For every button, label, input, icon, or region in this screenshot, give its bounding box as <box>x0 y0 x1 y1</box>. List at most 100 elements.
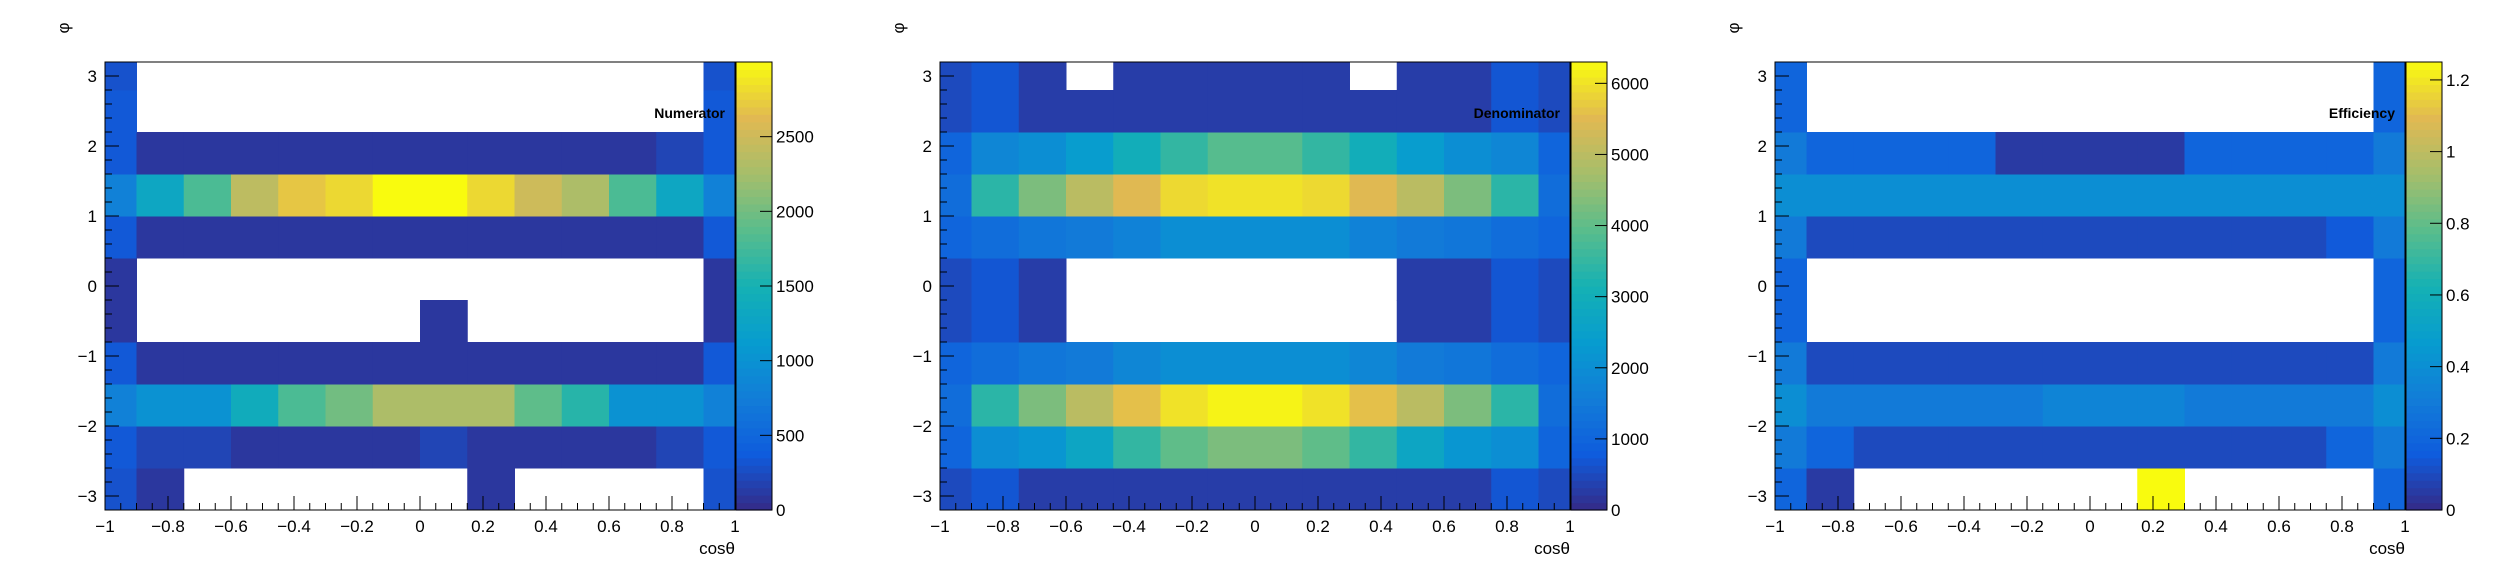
heatmap-cell <box>105 258 137 301</box>
color-bar-segment <box>736 480 772 489</box>
heatmap-cell <box>372 174 421 217</box>
x-tick-label: 0 <box>2085 517 2094 536</box>
heatmap-cell <box>971 426 1020 469</box>
heatmap-cell <box>1255 90 1303 133</box>
color-bar-segment <box>736 211 772 220</box>
y-tick-label: 0 <box>923 277 932 296</box>
color-bar-segment <box>2406 442 2442 451</box>
color-bar-segment <box>1571 495 1607 504</box>
heatmap-cell <box>136 132 185 175</box>
color-bar-tick-label: 4000 <box>1611 217 1649 236</box>
heatmap-cell <box>325 174 374 217</box>
heatmap-cell <box>2373 62 2406 91</box>
heatmap-cell <box>1066 426 1114 469</box>
heatmap-cell <box>2279 426 2327 469</box>
heatmap-cell <box>940 426 972 469</box>
color-bar-segment <box>1571 472 1607 481</box>
y-axis: −3 −2 −1 0 1 2 3 φ <box>1724 22 1789 511</box>
color-bar-segment <box>2406 457 2442 466</box>
color-bar-segment <box>736 181 772 190</box>
heatmap-cell <box>971 384 1020 427</box>
heatmap-cell <box>1113 62 1161 91</box>
heatmap-cell <box>183 426 232 469</box>
x-tick-label: 0.6 <box>597 517 621 536</box>
color-bar-segment <box>736 69 772 78</box>
heatmap-cell <box>1160 132 1209 175</box>
color-bar-segment <box>1571 271 1607 280</box>
heatmap-cell <box>1160 426 1209 469</box>
color-bar-segment <box>1571 360 1607 369</box>
heatmap-cell <box>1113 90 1161 133</box>
heatmap-cell <box>1113 468 1161 511</box>
color-bar-segment <box>1571 412 1607 421</box>
color-bar-segment <box>1571 241 1607 250</box>
heatmap-cell <box>656 426 704 469</box>
heatmap-cell <box>1853 216 1902 259</box>
heatmap-cell <box>1396 342 1445 385</box>
y-tick-label: 0 <box>88 277 97 296</box>
heatmap-cell <box>231 132 279 175</box>
heatmap-cell <box>561 384 610 427</box>
heatmap-cell <box>1901 384 1949 427</box>
heatmap-cell <box>1160 216 1209 259</box>
color-bar-segment <box>736 293 772 302</box>
heatmap-cell <box>2326 426 2374 469</box>
color-bar-segment <box>2406 495 2442 504</box>
heatmap-cell <box>703 174 736 217</box>
heatmap-cell <box>1396 62 1445 91</box>
heatmap-cell <box>1066 468 1114 511</box>
color-bar-segment <box>2406 233 2442 242</box>
heatmap-cell <box>1207 468 1256 511</box>
heatmap-cell <box>1995 216 2044 259</box>
heatmap-cell <box>278 216 326 259</box>
color-bar: 0 1000 2000 3000 4000 5000 6000 <box>1570 61 1649 520</box>
heatmap-cell <box>372 384 421 427</box>
heatmap-cell <box>971 132 1020 175</box>
heatmap-cell <box>105 300 137 343</box>
heatmap-cell <box>2373 342 2406 385</box>
color-bar-segment <box>736 286 772 295</box>
heatmap-cell <box>1066 132 1114 175</box>
heatmap-cell <box>183 384 232 427</box>
heatmap-cell <box>1995 132 2044 175</box>
color-bar-segment <box>736 129 772 138</box>
color-bar-segment <box>2406 69 2442 78</box>
color-bar-segment <box>1571 502 1607 511</box>
color-bar-tick-label: 500 <box>776 426 804 445</box>
color-bar-tick-label: 1000 <box>776 352 814 371</box>
color-bar-segment <box>736 487 772 496</box>
hist-title: Denominator <box>1474 105 1561 121</box>
heatmap-cell <box>2231 132 2280 175</box>
heatmap-cell <box>1491 62 1539 91</box>
x-tick-label: −0.2 <box>340 517 374 536</box>
color-bar-segment <box>736 159 772 168</box>
heatmap-cell <box>467 468 515 511</box>
heatmap-cell <box>1396 468 1445 511</box>
heatmap-cell <box>1302 342 1350 385</box>
heatmap-cell <box>1775 216 1807 259</box>
heatmap-cell <box>1901 132 1949 175</box>
y-tick-label: −1 <box>1748 347 1767 366</box>
color-bar-segment <box>736 412 772 421</box>
color-bar-segment <box>1571 420 1607 429</box>
heatmap-cells <box>1775 62 2406 511</box>
heatmap-cell <box>609 342 657 385</box>
heatmap-cell <box>1113 384 1161 427</box>
heatmap-cell <box>2137 426 2185 469</box>
color-bar-tick-label: 0 <box>2446 501 2455 520</box>
heatmap-cell <box>1396 132 1445 175</box>
heatmap-cell <box>420 300 468 343</box>
heatmap-cell <box>2373 426 2406 469</box>
heatmap-cell <box>1160 174 1209 217</box>
heatmap-cell <box>136 174 185 217</box>
y-tick-label: 1 <box>88 207 97 226</box>
heatmap-cell <box>105 216 137 259</box>
heatmap-cell <box>467 426 515 469</box>
color-bar-segment <box>736 345 772 354</box>
color-bar-segment <box>736 405 772 414</box>
color-bar-tick-label: 0.4 <box>2446 358 2470 377</box>
x-tick-label: −1 <box>95 517 114 536</box>
heatmap-cell <box>372 426 421 469</box>
heatmap-cell <box>940 132 972 175</box>
